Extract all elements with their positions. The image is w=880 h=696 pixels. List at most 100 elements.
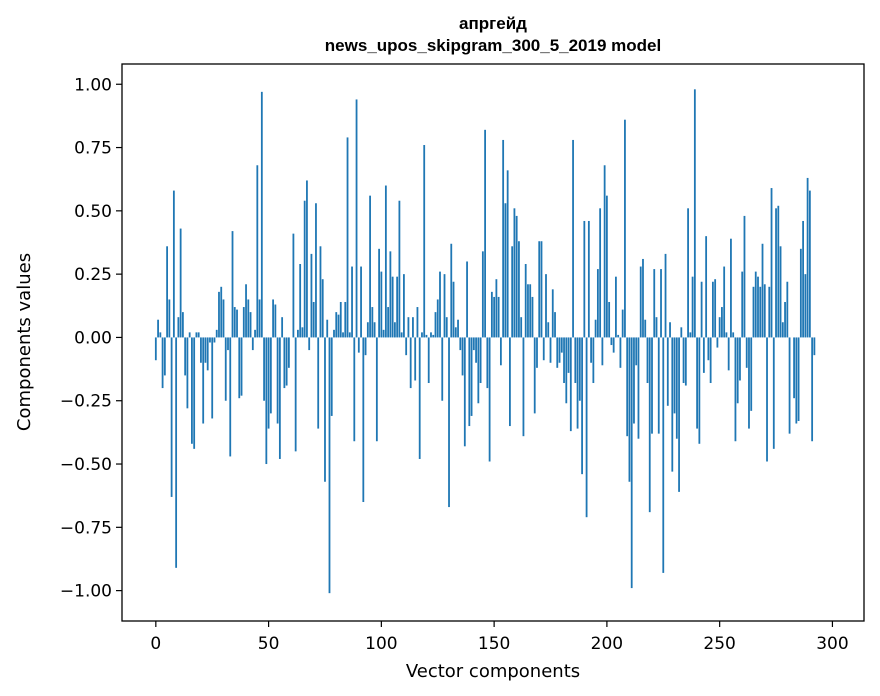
bar	[328, 337, 331, 594]
bar	[506, 170, 509, 338]
bar	[784, 301, 786, 338]
bar	[687, 208, 689, 338]
bar	[547, 322, 550, 338]
bar	[759, 286, 762, 338]
bar	[391, 276, 394, 338]
bar	[718, 317, 721, 338]
bar	[439, 271, 441, 338]
bar	[204, 337, 207, 363]
bar	[811, 337, 814, 442]
bar	[481, 251, 484, 338]
bar	[578, 337, 581, 401]
bar	[303, 200, 306, 338]
bar	[457, 319, 459, 338]
bar	[619, 337, 622, 368]
bar	[511, 246, 514, 338]
bar	[245, 284, 247, 338]
bar	[696, 337, 698, 429]
bar	[452, 281, 455, 338]
bar	[587, 220, 590, 338]
bar	[639, 266, 642, 338]
bar	[362, 337, 365, 503]
bar	[493, 296, 496, 338]
bar	[711, 281, 714, 338]
bar	[299, 264, 302, 338]
bar	[337, 314, 340, 338]
bar	[700, 281, 703, 338]
bar	[533, 337, 536, 414]
bar	[551, 289, 554, 338]
y-tick-label: −0.25	[60, 392, 112, 412]
bar	[256, 165, 259, 338]
x-tick-label: 150	[478, 634, 510, 654]
bar	[479, 337, 482, 384]
bar	[594, 319, 597, 338]
bar	[754, 271, 757, 338]
bar	[660, 269, 662, 338]
bar	[371, 307, 374, 338]
bar	[200, 337, 202, 363]
bar	[675, 337, 678, 439]
bar	[326, 319, 329, 338]
bar	[317, 337, 320, 429]
bar	[312, 301, 315, 338]
bar	[567, 337, 570, 373]
bar	[335, 312, 338, 338]
bar	[509, 337, 511, 427]
bar	[384, 185, 387, 338]
bar	[797, 337, 800, 421]
bar	[657, 337, 660, 434]
bar	[382, 329, 385, 338]
bar	[518, 241, 520, 338]
bar	[495, 279, 498, 338]
bar	[513, 208, 516, 338]
bar	[572, 139, 574, 338]
bar	[635, 337, 638, 366]
bar	[777, 205, 780, 338]
bar	[260, 91, 263, 338]
bar	[671, 337, 674, 472]
bar	[414, 337, 417, 381]
bar	[601, 337, 604, 366]
bar	[412, 317, 414, 338]
bar	[608, 301, 611, 338]
bar	[445, 317, 448, 338]
bar	[251, 337, 254, 351]
bar	[184, 337, 187, 376]
bar	[263, 337, 265, 401]
bar	[707, 337, 710, 361]
bar	[310, 253, 313, 338]
bar	[249, 312, 252, 338]
bar	[168, 299, 171, 338]
bar	[274, 304, 277, 338]
bar	[741, 271, 744, 338]
bar	[574, 337, 577, 384]
bar	[224, 337, 227, 401]
bar	[459, 337, 462, 351]
bar	[308, 337, 311, 351]
bar	[229, 337, 232, 457]
bar	[425, 334, 428, 338]
bar	[569, 337, 572, 432]
bar	[590, 337, 592, 363]
bar	[369, 195, 371, 338]
bar	[409, 337, 412, 389]
bar	[725, 332, 728, 338]
bar	[267, 337, 270, 429]
bar	[576, 337, 579, 429]
bar	[624, 119, 626, 338]
bar	[750, 337, 753, 411]
bar	[669, 322, 671, 338]
bar	[339, 301, 342, 338]
bar	[678, 337, 680, 492]
bar	[804, 274, 807, 338]
bar	[633, 337, 635, 424]
bar	[380, 271, 383, 338]
bar	[673, 337, 676, 414]
bar	[366, 322, 369, 338]
bar	[788, 337, 791, 434]
bar	[642, 258, 644, 338]
bar	[515, 215, 518, 338]
bar	[524, 264, 527, 338]
bar	[434, 312, 437, 338]
